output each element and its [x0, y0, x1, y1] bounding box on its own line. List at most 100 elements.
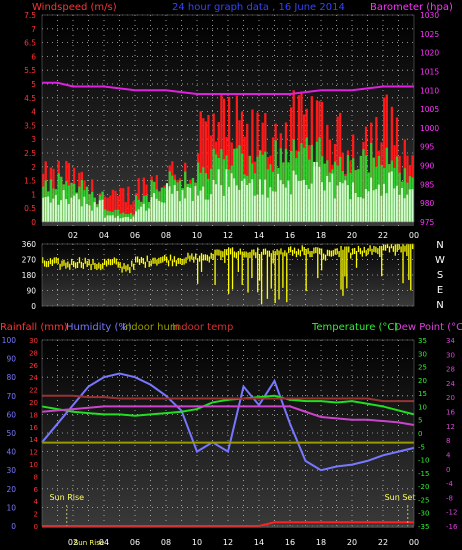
barometer-axis-label: Barometer (hpa): [370, 2, 453, 13]
temperature-legend: Temperature (°C): [311, 322, 398, 333]
wind-average-bar: [67, 203, 70, 222]
direction-mark: [73, 261, 75, 268]
direction-mark: [142, 258, 145, 265]
direction-mark: [313, 247, 315, 254]
wind-mid-bar: [135, 195, 138, 222]
direction-mark: [156, 259, 158, 266]
direction-mark: [398, 244, 400, 250]
compass-label: N: [436, 300, 443, 311]
wind-average-bar: [212, 179, 215, 222]
wind-average-bar: [49, 202, 52, 222]
wind-average-bar: [199, 190, 202, 222]
direction-mark: [69, 263, 71, 270]
wind-average-bar: [168, 186, 171, 222]
wind-average-bar: [42, 197, 44, 222]
windspeed-axis-label: Windspeed (m/s): [32, 2, 117, 13]
direction-mark: [319, 248, 321, 255]
direction-mark: [195, 253, 197, 260]
direction-mark: [107, 258, 110, 265]
wind-y-tick-label: 5: [31, 80, 36, 89]
direction-y-tick-label: 90: [26, 287, 36, 296]
direction-mark: [191, 253, 193, 260]
dewpoint-y-tick-label: -4: [446, 480, 454, 488]
wind-average-bar: [98, 200, 101, 222]
wind-average-bar: [359, 197, 362, 222]
wind-average-bar: [106, 215, 109, 222]
direction-mark: [162, 256, 164, 263]
wind-average-bar: [173, 184, 176, 222]
series-line-humidity-: [41, 372, 415, 472]
dewpoint-y-tick-label: 30: [446, 351, 455, 359]
rain-y-tick-label: 8: [34, 473, 38, 481]
wind-mid-bar: [116, 209, 120, 222]
wind-mid-bar: [362, 149, 365, 222]
wind-y-tick-label: 6: [31, 52, 36, 61]
humidity-y-tick-label: 0: [11, 522, 16, 531]
wind-average-bar: [184, 198, 187, 222]
wind-gust-bar: [111, 189, 115, 222]
temp-x-tick-label: 04: [99, 538, 109, 547]
direction-mark: [47, 260, 50, 267]
direction-mark: [406, 244, 408, 257]
wind-y-tick-label: 0: [31, 218, 36, 227]
wind-mid-bar: [403, 168, 406, 222]
wind-average-bar: [292, 170, 295, 222]
direction-mark: [280, 248, 282, 255]
temp-y-tick-label: -5: [418, 443, 425, 451]
rain-y-tick-label: 2: [34, 511, 38, 519]
barometer-y-tick-label: 980: [420, 199, 435, 208]
wind-average-bar: [88, 205, 91, 222]
dewpoint-y-tick-label: 24: [446, 380, 455, 388]
wind-average-bar: [372, 190, 375, 222]
wind-average-bar: [269, 187, 272, 222]
direction-mark: [117, 261, 119, 268]
direction-mark: [197, 258, 199, 284]
wind-y-tick-label: 0.5: [24, 204, 36, 213]
rain-y-tick-label: 20: [29, 399, 38, 407]
direction-mark: [231, 247, 234, 290]
wind-mid-bar: [222, 159, 226, 222]
temp-frame: [41, 339, 415, 527]
wind-x-tick-label: 00: [409, 231, 419, 240]
wind-average-bar: [194, 186, 197, 222]
direction-mark: [135, 256, 137, 263]
wind-average-bar: [259, 179, 261, 222]
wind-mid-bar: [49, 179, 53, 222]
wind-average-bar: [176, 190, 179, 222]
wind-frame: [41, 14, 415, 223]
direction-mark: [84, 257, 86, 264]
wind-average-bar: [290, 194, 292, 222]
humidity-y-tick-label: 10: [6, 503, 16, 512]
direction-mark: [216, 249, 218, 256]
barometer-y-tick-label: 1025: [420, 30, 439, 39]
direction-mark: [346, 246, 348, 289]
barometer-y-tick-label: 1020: [420, 49, 439, 58]
direction-mark: [164, 254, 166, 261]
wind-x-tick-label: 18: [316, 231, 326, 240]
compass-label: W: [435, 255, 445, 266]
humidity-y-tick-label: 80: [6, 373, 16, 382]
wind-average-bar: [207, 199, 210, 222]
wind-gust-bar: [199, 111, 202, 222]
temp-y-tick-label: -25: [418, 496, 429, 504]
direction-mark: [284, 250, 286, 257]
humidity-y-tick-label: 90: [6, 355, 16, 364]
direction-mark: [193, 256, 195, 263]
wind-y-tick-label: 3.5: [24, 121, 36, 130]
wind-average-bar: [398, 194, 401, 222]
wind-average-bar: [310, 183, 313, 222]
wind-gust-bar: [383, 97, 386, 222]
wind-mid-bar: [129, 212, 133, 222]
wind-average-bar: [287, 180, 290, 222]
wind-mid-bar: [261, 154, 264, 222]
wind-average-bar: [354, 193, 357, 222]
sun-set-label: Sun Set: [385, 493, 416, 502]
wind-average-bar: [75, 193, 78, 222]
direction-mark: [115, 258, 117, 265]
direction-mark: [274, 251, 276, 304]
direction-mark: [57, 258, 59, 265]
wind-average-bar: [181, 190, 184, 222]
humidity-y-tick-label: 70: [6, 392, 16, 401]
wind-mid-bar: [235, 148, 239, 222]
direction-mark: [328, 250, 331, 257]
